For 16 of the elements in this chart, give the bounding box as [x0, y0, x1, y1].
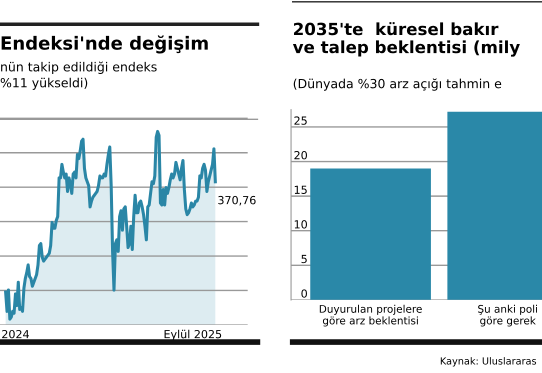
y-tick-label: 20	[294, 150, 307, 160]
x-tick-label: Duyurulan projelere göre arz beklentisi	[320, 304, 422, 326]
x-tick-label: 2024	[2, 330, 29, 338]
chart-subtitle: nün takip edildiği endeks %11 yükseldi)	[0, 62, 157, 90]
chart-subtitle: (Dünyada %30 arz açığı tahmin e	[294, 78, 502, 91]
y-tick-label: 25	[294, 116, 307, 125]
text: Kaynak: Uluslararas	[440, 357, 536, 367]
chart-title: Endeksi'nde değişim	[2, 35, 208, 54]
y-tick-label: 5	[302, 254, 307, 264]
y-tick-label: 0	[301, 289, 307, 298]
x-tick-label: Eylül 2025	[164, 330, 222, 340]
y-tick-label: 10	[294, 220, 307, 229]
y-tick-label: 15	[294, 186, 307, 194]
text: 370,76	[218, 196, 256, 206]
chart-title: 2035'te küresel bakır ve talep beklentisi (mily	[292, 22, 520, 57]
x-tick-label: Şu anki poli göre gerek	[478, 304, 537, 326]
